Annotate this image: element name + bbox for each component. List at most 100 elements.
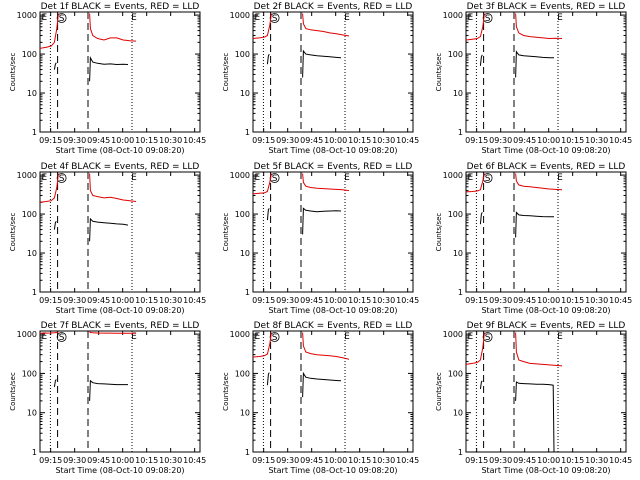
x-tick-label: 10:30 <box>159 296 182 305</box>
marker-letter: E <box>255 332 261 342</box>
panel-title: Det 9f BLACK = Events, RED = LLD <box>467 321 626 331</box>
y-axis-label: Counts/sec <box>435 53 443 92</box>
x-tick-label: 09:30 <box>63 136 86 145</box>
y-tick-label: 100 <box>235 50 250 59</box>
x-tick-label: 09:45 <box>87 296 110 305</box>
y-axis-label: Counts/sec <box>435 372 443 411</box>
x-tick-label: 10:00 <box>111 296 134 305</box>
marker-letter: S <box>272 174 278 184</box>
x-tick-label: 09:30 <box>63 456 86 465</box>
x-tick-label: 09:15 <box>465 296 488 305</box>
x-tick-label: 09:30 <box>489 296 512 305</box>
events-series-line-post <box>515 211 554 238</box>
plot-frame <box>465 11 627 133</box>
marker-letter: S <box>485 333 491 343</box>
events-series-line-pre <box>479 54 483 66</box>
y-axis-label: Counts/sec <box>222 53 230 92</box>
marker-letter: E <box>468 173 474 183</box>
lld-series-line-post <box>515 332 563 367</box>
plot-frame <box>252 330 414 453</box>
x-tick-label: 10:00 <box>537 296 560 305</box>
events-series-line-pre <box>479 212 483 225</box>
events-series-line-pre <box>479 380 483 390</box>
x-tick-label: 09:15 <box>39 456 62 465</box>
plot-frame <box>39 171 201 293</box>
lld-series-line-post <box>89 13 137 42</box>
x-tick-label: 09:45 <box>513 456 536 465</box>
x-tick-label: 10:30 <box>372 456 395 465</box>
x-tick-label: 10:45 <box>609 296 632 305</box>
x-tick-label: 09:30 <box>276 456 299 465</box>
events-series-line-post <box>515 50 554 78</box>
y-tick-label: 10 <box>27 249 37 258</box>
lld-series-line-post <box>515 13 563 40</box>
marker-letter: S <box>272 14 278 24</box>
lld-series-line-post <box>89 331 136 334</box>
x-tick-label: 10:30 <box>159 136 182 145</box>
lld-series-line-pre <box>39 13 59 49</box>
y-tick-label: 1000 <box>230 330 250 339</box>
marker-circle <box>56 13 67 23</box>
marker-circle <box>269 332 280 342</box>
y-tick-label: 10 <box>240 89 250 98</box>
y-tick-label: 1 <box>32 288 37 297</box>
marker-letter: E <box>468 332 474 342</box>
y-axis-label: Counts/sec <box>222 213 230 252</box>
y-tick-label: 1000 <box>17 171 37 180</box>
y-tick-label: 1000 <box>443 171 463 180</box>
x-tick-label: 10:30 <box>585 296 608 305</box>
marker-letter: S <box>272 333 278 343</box>
x-tick-label: 09:30 <box>489 456 512 465</box>
x-tick-label: 10:00 <box>324 136 347 145</box>
events-series-line-post <box>89 379 128 401</box>
marker-letter: E <box>42 173 48 183</box>
y-tick-label: 10 <box>27 409 37 418</box>
x-tick-label: 09:15 <box>252 136 275 145</box>
events-series-line-post <box>302 207 342 235</box>
x-axis-label: Start Time (08-Oct-10 09:08:20) <box>55 306 184 315</box>
events-series-line-pre <box>266 372 270 386</box>
x-tick-label: 09:45 <box>300 296 323 305</box>
x-tick-label: 10:00 <box>111 456 134 465</box>
plot-frame <box>252 171 414 293</box>
y-tick-label: 10 <box>453 249 463 258</box>
x-tick-label: 10:15 <box>348 296 371 305</box>
x-tick-label: 10:45 <box>396 296 419 305</box>
marker-letter: E <box>557 332 563 342</box>
lld-series-line-pre <box>39 173 59 203</box>
x-tick-label: 09:30 <box>276 136 299 145</box>
x-tick-label: 10:30 <box>585 136 608 145</box>
x-tick-label: 09:15 <box>39 136 62 145</box>
marker-letter: E <box>42 332 48 342</box>
y-axis-label: Counts/sec <box>9 53 17 92</box>
x-axis-label: Start Time (08-Oct-10 09:08:20) <box>55 466 184 475</box>
events-series-line-post <box>302 371 342 398</box>
lld-series-line-post <box>302 173 350 192</box>
panel-title: Det 3f BLACK = Events, RED = LLD <box>467 2 626 12</box>
marker-letter: E <box>344 173 350 183</box>
y-tick-label: 10 <box>453 89 463 98</box>
y-tick-label: 10 <box>453 409 463 418</box>
marker-circle <box>56 173 67 183</box>
lld-series-line-pre <box>39 331 59 334</box>
x-tick-label: 09:30 <box>63 296 86 305</box>
x-tick-label: 09:45 <box>87 136 110 145</box>
events-series-line-post <box>89 55 129 82</box>
events-series-line-pre <box>266 53 270 65</box>
plot-frame <box>252 11 414 133</box>
x-tick-label: 10:30 <box>372 296 395 305</box>
x-tick-label: 10:45 <box>183 296 206 305</box>
marker-circle <box>269 13 280 23</box>
x-tick-label: 10:45 <box>609 456 632 465</box>
x-tick-label: 10:30 <box>372 136 395 145</box>
y-tick-label: 100 <box>448 210 463 219</box>
x-axis-label: Start Time (08-Oct-10 09:08:20) <box>55 146 184 155</box>
panel-title: Det 8f BLACK = Events, RED = LLD <box>254 321 413 331</box>
y-tick-label: 1000 <box>230 171 250 180</box>
y-tick-label: 1 <box>32 128 37 137</box>
panel-title: Det 6f BLACK = Events, RED = LLD <box>467 162 626 172</box>
